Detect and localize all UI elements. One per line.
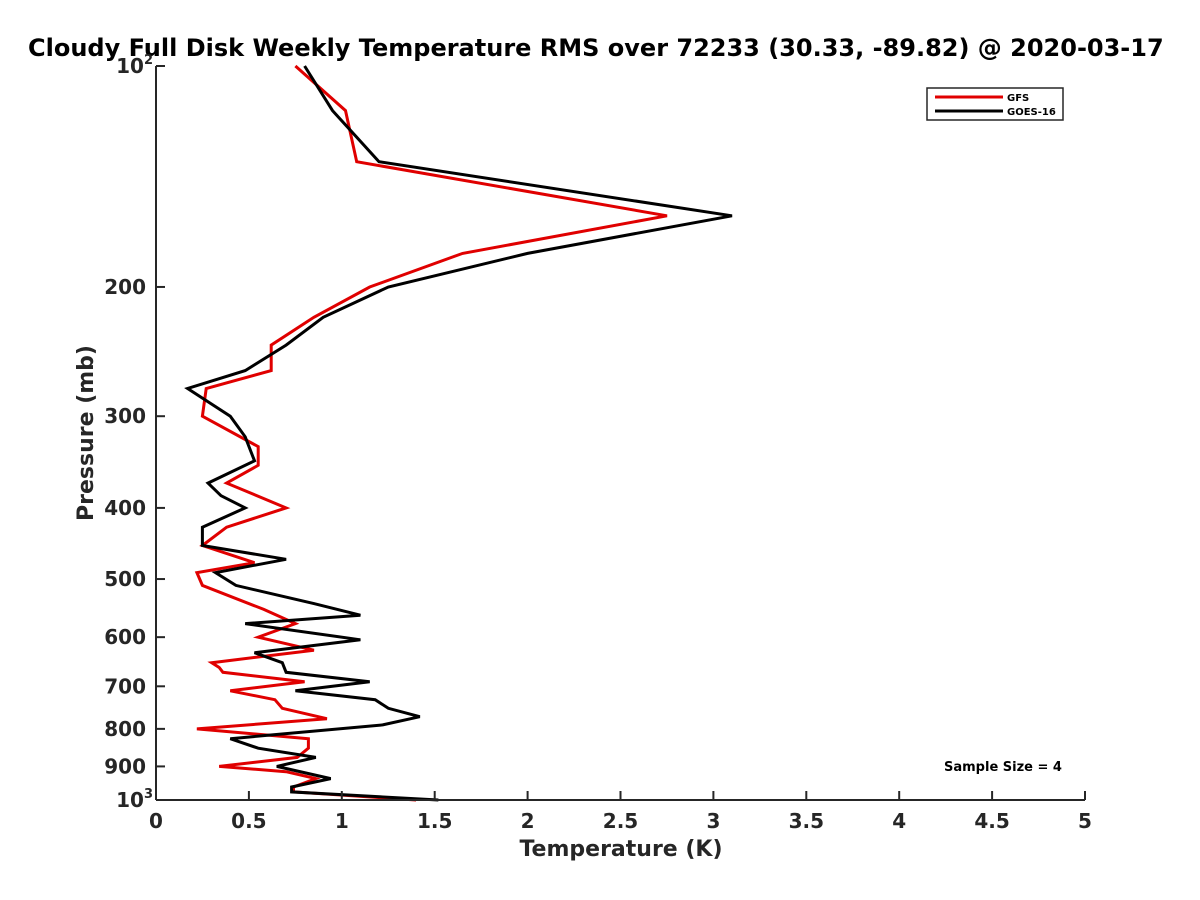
legend-label: GOES-16 <box>1007 107 1056 118</box>
y-tick-label: 400 <box>104 496 146 520</box>
plot-lines <box>184 64 733 802</box>
series-line-gfs <box>194 64 668 802</box>
x-tick-label: 1 <box>335 809 349 833</box>
y-tick-label: 700 <box>104 674 146 698</box>
x-tick-label: 0 <box>149 809 163 833</box>
x-axis-label: Temperature (K) <box>519 837 722 862</box>
x-tick-label: 2 <box>521 809 535 833</box>
sample-size-annotation: Sample Size = 4 <box>944 760 1062 775</box>
y-tick-label: 600 <box>104 625 146 649</box>
y-axis-label: Pressure (mb) <box>74 345 99 521</box>
y-tick-label: 102 <box>116 53 153 78</box>
x-tick-label: 3 <box>706 809 720 833</box>
x-tick-label: 3.5 <box>789 809 824 833</box>
y-tick-label: 103 <box>116 787 153 812</box>
series-line-goes-16 <box>184 65 733 802</box>
y-tick-label: 900 <box>104 754 146 778</box>
x-tick-label: 2.5 <box>603 809 638 833</box>
y-tick-label: 300 <box>104 404 146 428</box>
x-tick-label: 5 <box>1078 809 1092 833</box>
legend: GFS GOES-16 <box>926 87 1064 121</box>
legend-box <box>926 87 1064 121</box>
chart-title: Cloudy Full Disk Weekly Temperature RMS … <box>28 34 1164 62</box>
y-tick-label: 800 <box>104 717 146 741</box>
x-tick-label: 1.5 <box>417 809 452 833</box>
y-tick-label: 500 <box>104 567 146 591</box>
x-tick-label: 4 <box>892 809 906 833</box>
x-axis-ticks: 0 0.5 1 1.5 2 2.5 3 3.5 4 4.5 5 <box>149 791 1092 833</box>
x-tick-label: 4.5 <box>974 809 1009 833</box>
y-axis-ticks: 102 200 300 400 500 600 700 800 900 103 <box>104 53 165 812</box>
y-tick-label: 200 <box>104 275 146 299</box>
legend-label: GFS <box>1007 93 1029 104</box>
x-tick-label: 0.5 <box>231 809 266 833</box>
